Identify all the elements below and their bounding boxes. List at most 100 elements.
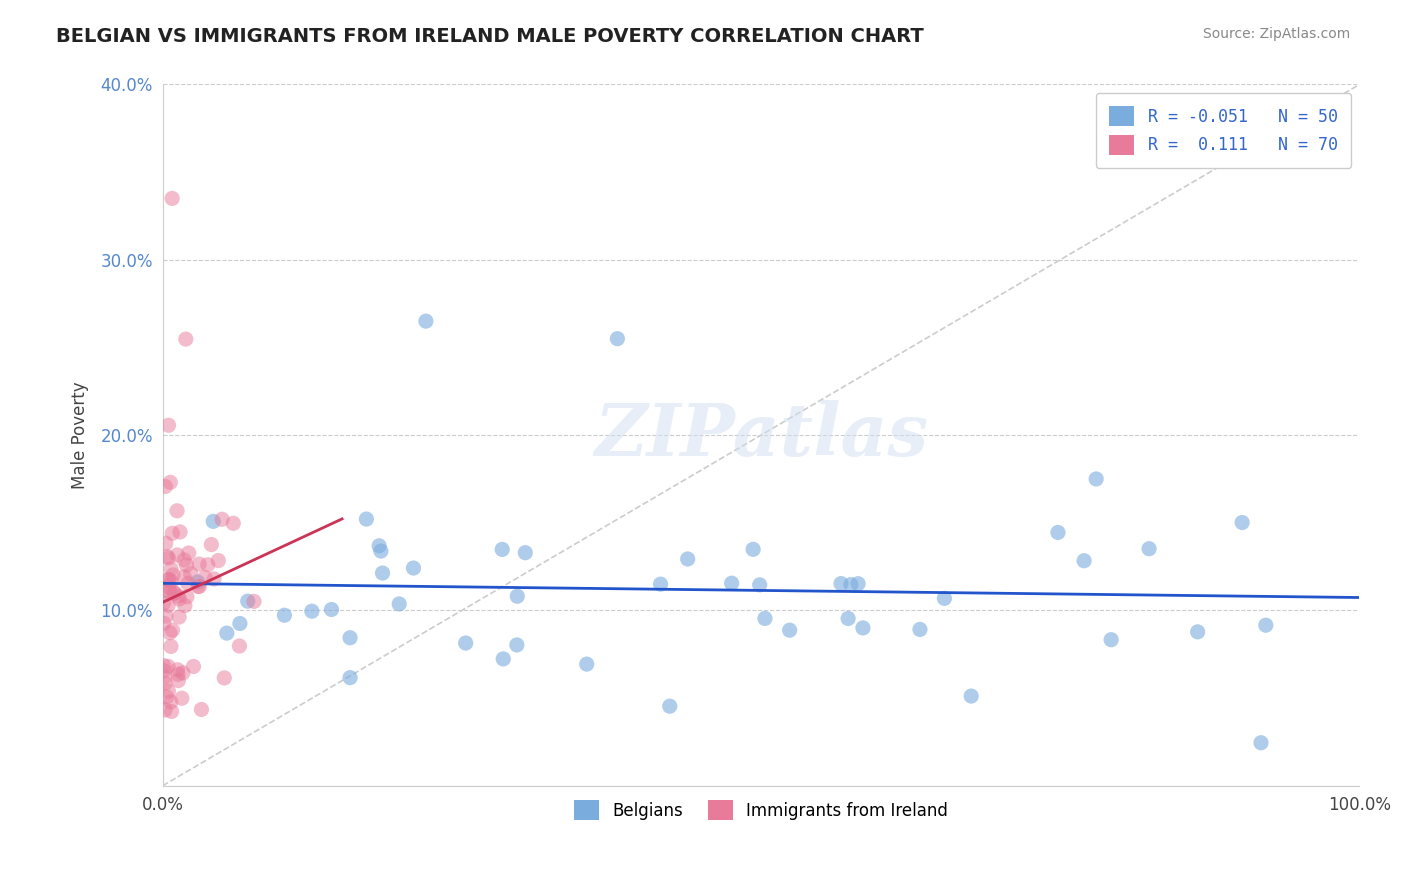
Text: BELGIAN VS IMMIGRANTS FROM IRELAND MALE POVERTY CORRELATION CHART: BELGIAN VS IMMIGRANTS FROM IRELAND MALE … xyxy=(56,27,924,45)
Belgians xyxy=(837,611,859,625)
Belgians xyxy=(202,514,225,528)
Immigrants from Ireland xyxy=(167,589,190,603)
Belgians xyxy=(1073,554,1095,568)
Immigrants from Ireland xyxy=(157,418,180,433)
Immigrants from Ireland xyxy=(159,695,181,709)
Immigrants from Ireland xyxy=(177,546,200,560)
Immigrants from Ireland xyxy=(174,599,197,613)
Immigrants from Ireland xyxy=(157,573,180,587)
Immigrants from Ireland xyxy=(155,479,177,493)
Immigrants from Ireland xyxy=(173,553,195,567)
Belgians xyxy=(492,652,515,666)
Immigrants from Ireland xyxy=(155,609,177,624)
Immigrants from Ireland xyxy=(183,659,205,673)
Immigrants from Ireland xyxy=(169,591,191,606)
Immigrants from Ireland xyxy=(160,574,183,589)
Immigrants from Ireland xyxy=(190,702,212,716)
Immigrants from Ireland xyxy=(157,599,180,613)
Immigrants from Ireland xyxy=(194,570,217,584)
Immigrants from Ireland xyxy=(156,690,179,704)
Belgians xyxy=(606,332,628,346)
Immigrants from Ireland xyxy=(152,658,174,673)
Immigrants from Ireland xyxy=(177,576,200,591)
Immigrants from Ireland xyxy=(207,553,229,567)
Immigrants from Ireland xyxy=(202,572,225,586)
Belgians xyxy=(1046,525,1069,540)
Immigrants from Ireland xyxy=(188,557,211,571)
Belgians xyxy=(754,611,776,625)
Immigrants from Ireland xyxy=(160,191,183,205)
Belgians xyxy=(1187,624,1209,639)
Belgians xyxy=(356,512,378,526)
Immigrants from Ireland xyxy=(166,663,188,677)
Immigrants from Ireland xyxy=(174,332,197,346)
Belgians xyxy=(575,657,598,672)
Immigrants from Ireland xyxy=(157,573,180,587)
Belgians xyxy=(187,574,209,589)
Immigrants from Ireland xyxy=(162,623,184,637)
Belgians xyxy=(368,539,391,553)
Text: ZIPatlas: ZIPatlas xyxy=(593,400,928,471)
Belgians xyxy=(339,631,361,645)
Immigrants from Ireland xyxy=(160,640,183,654)
Immigrants from Ireland xyxy=(180,566,202,581)
Immigrants from Ireland xyxy=(176,558,198,573)
Belgians xyxy=(491,542,513,557)
Immigrants from Ireland xyxy=(188,580,211,594)
Belgians xyxy=(236,594,259,608)
Immigrants from Ireland xyxy=(169,524,191,539)
Immigrants from Ireland xyxy=(197,558,219,572)
Immigrants from Ireland xyxy=(243,594,266,608)
Immigrants from Ireland xyxy=(163,586,186,600)
Belgians xyxy=(301,604,323,618)
Belgians xyxy=(1085,472,1108,486)
Immigrants from Ireland xyxy=(153,676,176,690)
Immigrants from Ireland xyxy=(222,516,245,531)
Belgians xyxy=(370,544,392,558)
Belgians xyxy=(515,546,537,560)
Belgians xyxy=(321,602,343,616)
Legend: Belgians, Immigrants from Ireland: Belgians, Immigrants from Ireland xyxy=(561,787,962,833)
Belgians xyxy=(415,314,437,328)
Belgians xyxy=(454,636,477,650)
Immigrants from Ireland xyxy=(162,526,184,541)
Immigrants from Ireland xyxy=(159,625,181,640)
Immigrants from Ireland xyxy=(163,586,186,600)
Belgians xyxy=(852,621,875,635)
Belgians xyxy=(506,638,529,652)
Belgians xyxy=(839,577,862,591)
Immigrants from Ireland xyxy=(214,671,236,685)
Immigrants from Ireland xyxy=(157,684,180,698)
Immigrants from Ireland xyxy=(172,665,194,680)
Immigrants from Ireland xyxy=(167,667,190,681)
Belgians xyxy=(506,589,529,603)
Belgians xyxy=(229,616,252,631)
Belgians xyxy=(1250,736,1272,750)
Belgians xyxy=(934,591,956,606)
Immigrants from Ireland xyxy=(211,512,233,526)
Immigrants from Ireland xyxy=(159,584,181,599)
Immigrants from Ireland xyxy=(166,548,188,562)
Immigrants from Ireland xyxy=(187,579,209,593)
Immigrants from Ireland xyxy=(176,590,198,604)
Immigrants from Ireland xyxy=(160,705,183,719)
Belgians xyxy=(908,623,931,637)
Belgians xyxy=(830,576,852,591)
Immigrants from Ireland xyxy=(160,562,183,576)
Belgians xyxy=(960,689,983,703)
Immigrants from Ireland xyxy=(153,670,176,684)
Belgians xyxy=(846,576,869,591)
Immigrants from Ireland xyxy=(200,537,222,551)
Immigrants from Ireland xyxy=(166,504,188,518)
Belgians xyxy=(742,542,765,557)
Immigrants from Ireland xyxy=(173,570,195,584)
Belgians xyxy=(273,608,295,623)
Belgians xyxy=(402,561,425,575)
Immigrants from Ireland xyxy=(167,673,190,688)
Belgians xyxy=(215,626,238,640)
Immigrants from Ireland xyxy=(167,610,190,624)
Immigrants from Ireland xyxy=(157,580,180,594)
Belgians xyxy=(339,671,361,685)
Belgians xyxy=(1254,618,1277,632)
Belgians xyxy=(371,566,394,580)
